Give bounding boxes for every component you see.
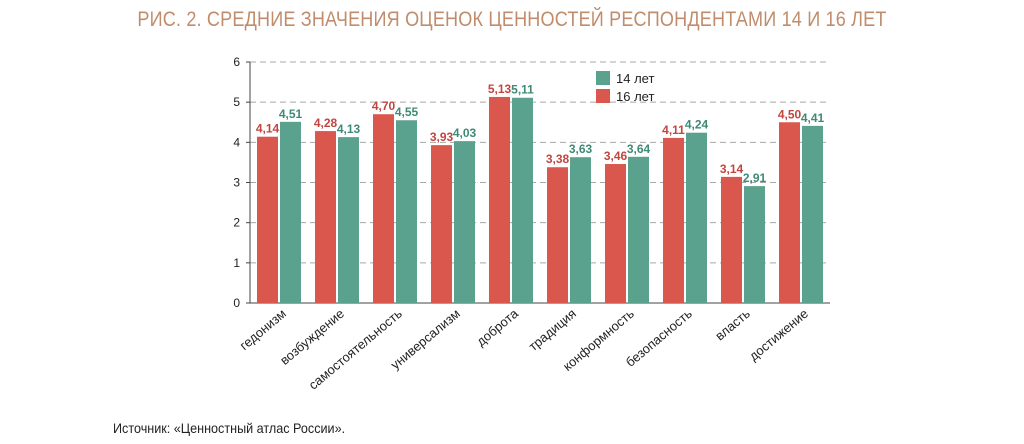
bar: [489, 96, 510, 303]
legend-swatch: [596, 71, 610, 85]
data-label: 4,50: [778, 107, 802, 121]
chart-title: РИС. 2. СРЕДНИЕ ЗНАЧЕНИЯ ОЦЕНОК ЦЕННОСТЕ…: [137, 8, 887, 31]
data-label: 4,24: [685, 118, 709, 132]
data-label: 4,03: [453, 126, 477, 140]
data-label: 3,38: [546, 152, 570, 166]
bar: [802, 125, 823, 304]
y-tick-label: 4: [233, 135, 240, 149]
data-label: 4,51: [279, 107, 303, 121]
bar: [454, 141, 475, 303]
category-label: гедонизм: [237, 306, 289, 353]
category-label: доброта: [473, 305, 521, 349]
bar: [686, 132, 707, 303]
y-tick-label: 1: [233, 256, 240, 270]
y-tick-label: 0: [233, 296, 240, 310]
bar: [605, 164, 626, 303]
bar: [547, 167, 568, 303]
data-label: 4,41: [801, 111, 825, 125]
y-tick-label: 5: [233, 95, 240, 109]
data-label: 5,13: [488, 82, 512, 96]
data-label: 3,46: [604, 149, 628, 163]
category-labels: гедонизмвозбуждениесамостоятельностьунив…: [237, 305, 811, 392]
bar: [779, 122, 800, 303]
data-label: 2,91: [743, 171, 767, 185]
data-label: 4,14: [256, 122, 280, 136]
y-tick-label: 2: [233, 216, 240, 230]
data-label: 4,13: [337, 122, 361, 136]
legend: 14 лет 16 лет: [596, 71, 654, 104]
bar: [373, 114, 394, 303]
data-label: 4,55: [395, 105, 419, 119]
bars: [257, 96, 823, 304]
value-labels: 4,144,51 4,28 4,13 4,70 4,55 3,93 4,03 5,13 5,11…: [256, 82, 825, 185]
legend-label: 14 лет: [616, 71, 654, 86]
y-tick-label: 3: [233, 176, 240, 190]
bar: [431, 145, 452, 303]
data-label: 3,93: [430, 130, 454, 144]
data-label: 3,64: [627, 142, 651, 156]
bar: [338, 137, 359, 303]
data-label: 3,63: [569, 142, 593, 156]
category-label: традиция: [526, 306, 579, 354]
data-label: 4,28: [314, 116, 338, 130]
bar: [315, 131, 336, 303]
bar: [257, 136, 278, 303]
legend-swatch: [596, 89, 610, 103]
source-note: Источник: «Ценностный атлас России».: [113, 420, 346, 436]
category-label: власть: [712, 306, 753, 344]
bar: [663, 137, 684, 303]
legend-label: 16 лет: [616, 89, 654, 104]
data-label: 3,14: [720, 162, 744, 176]
bar: [721, 176, 742, 303]
bar: [744, 186, 765, 303]
data-label: 5,11: [511, 83, 534, 97]
data-label: 4,11: [662, 123, 685, 137]
bar: [570, 157, 591, 303]
bar: [280, 121, 301, 304]
y-tick-label: 6: [233, 55, 240, 69]
bar: [512, 97, 533, 303]
bar: [628, 156, 649, 303]
category-label: достижение: [746, 306, 811, 364]
bar: [396, 120, 417, 303]
data-label: 4,70: [372, 99, 396, 113]
